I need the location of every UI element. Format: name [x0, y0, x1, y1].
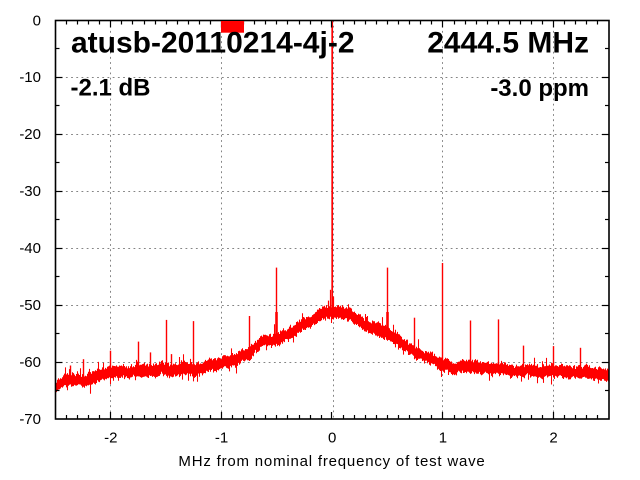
svg-text:0: 0	[33, 12, 41, 29]
svg-text:1: 1	[439, 430, 447, 447]
svg-text:-10: -10	[19, 69, 41, 86]
svg-text:-60: -60	[19, 354, 41, 371]
svg-text:-30: -30	[19, 183, 41, 200]
svg-text:-50: -50	[19, 297, 41, 314]
svg-text:-20: -20	[19, 126, 41, 143]
svg-text:-2.1 dB: -2.1 dB	[71, 75, 151, 102]
svg-text:-40: -40	[19, 240, 41, 257]
svg-text:-1: -1	[215, 430, 228, 447]
svg-text:MHz from nominal frequency of: MHz from nominal frequency of test wave	[178, 453, 485, 470]
svg-text:-2: -2	[104, 430, 117, 447]
svg-text:2: 2	[549, 430, 557, 447]
svg-text:0: 0	[328, 430, 336, 447]
svg-text:atusb-20110214-4j-2: atusb-20110214-4j-2	[71, 27, 355, 60]
svg-text:-3.0 ppm: -3.0 ppm	[490, 75, 589, 102]
svg-text:2444.5 MHz: 2444.5 MHz	[427, 27, 589, 60]
svg-text:-70: -70	[19, 411, 41, 428]
